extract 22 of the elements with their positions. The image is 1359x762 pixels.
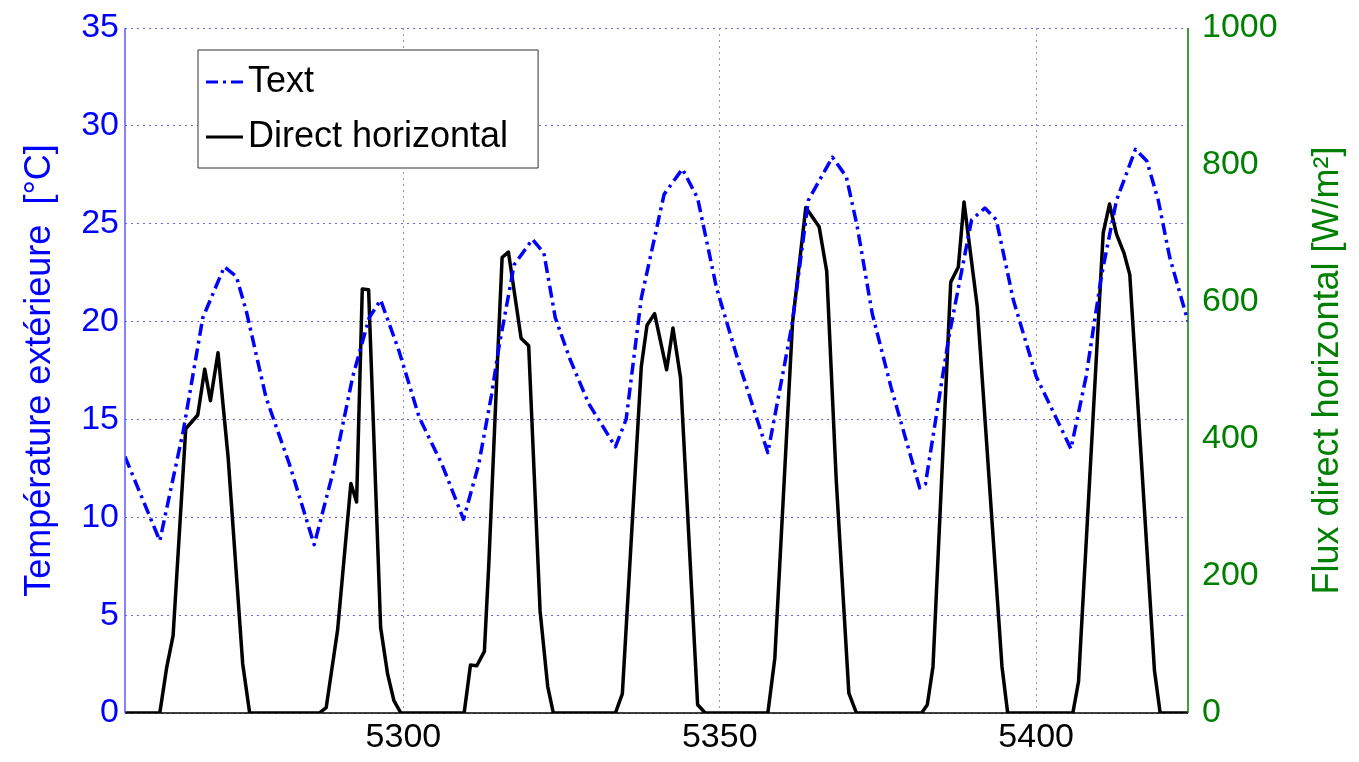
legend-label: Text	[248, 58, 315, 100]
y-tick-label: 5	[100, 593, 119, 632]
y2-axis-title: Flux direct horizontal [W/m²]	[1304, 146, 1346, 595]
y2-tick-label: 1000	[1202, 6, 1278, 45]
x-tick-label: 5300	[365, 715, 442, 754]
y-tick-label: 10	[81, 495, 119, 534]
y-tick-label: 30	[81, 104, 119, 143]
y-tick-label: 20	[81, 299, 119, 338]
line-series	[125, 147, 1188, 547]
y2-tick-label: 0	[1202, 691, 1221, 730]
y-tick-label: 0	[100, 691, 119, 730]
y2-tick-label: 200	[1202, 554, 1259, 593]
y2-tick-label: 600	[1202, 280, 1259, 319]
x-tick-label: 5350	[681, 715, 758, 754]
y-tick-label: 15	[81, 397, 119, 436]
y2-tick-label: 800	[1202, 143, 1259, 182]
y2-tick-label: 400	[1202, 417, 1259, 456]
legend-label: Direct horizontal	[248, 113, 509, 155]
y-tick-label: 25	[81, 202, 119, 241]
y-tick-label: 35	[81, 6, 119, 45]
y-axis-title: Température extérieure [°C]	[16, 144, 58, 597]
x-tick-label: 5400	[998, 715, 1074, 754]
